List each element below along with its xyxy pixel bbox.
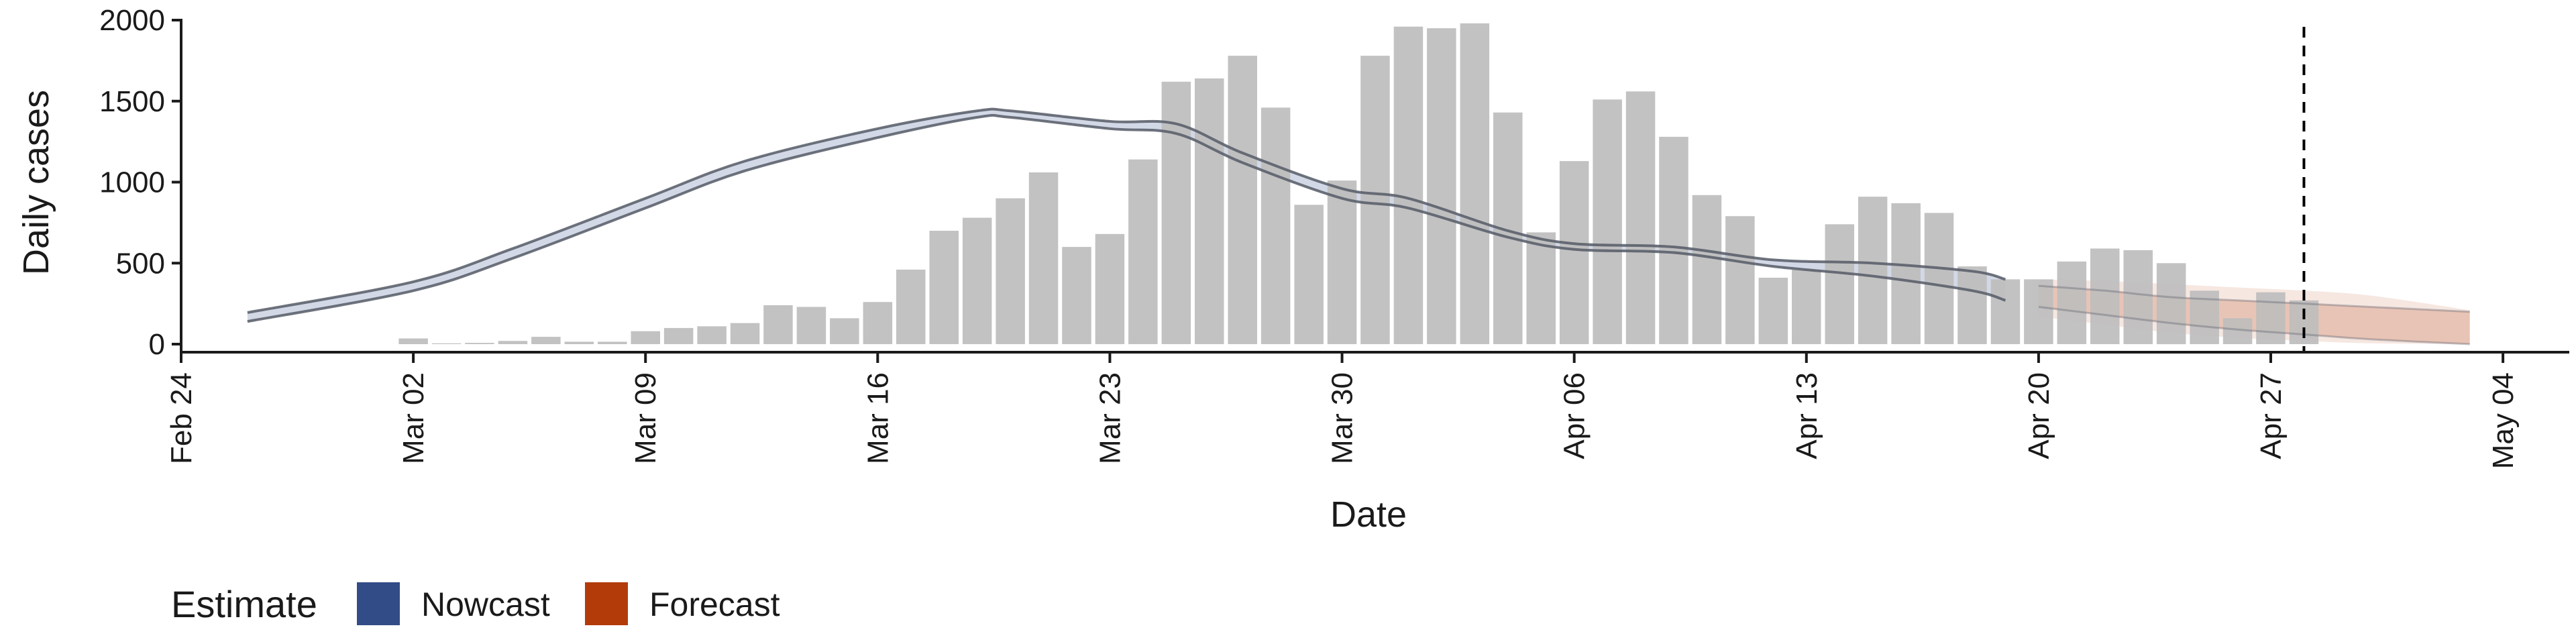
bar-2020-03-13	[763, 305, 793, 344]
bar-2020-03-18	[929, 231, 959, 344]
daily-case-bars	[398, 23, 2319, 345]
bar-2020-04-06	[1559, 161, 1589, 344]
bar-2020-03-11	[697, 326, 727, 344]
x-tick-label-2020-03-02: Mar 02	[397, 372, 430, 464]
y-tick-label-1000: 1000	[99, 166, 165, 199]
bar-2020-04-11	[1725, 216, 1755, 344]
y-tick-label-2000: 2000	[99, 4, 165, 37]
bar-2020-03-03	[431, 343, 462, 344]
bar-2020-03-22	[1062, 247, 1091, 344]
bar-2020-03-10	[663, 327, 694, 344]
x-tick-label-2020-03-30: Mar 30	[1326, 372, 1359, 464]
bar-2020-03-12	[730, 323, 760, 344]
bar-2020-03-06	[531, 337, 561, 344]
bar-2020-03-09	[631, 331, 660, 344]
bar-2020-03-05	[498, 341, 528, 344]
x-tick-label-2020-04-27: Apr 27	[2255, 372, 2288, 460]
bar-2020-04-23	[2123, 250, 2153, 344]
bar-2020-03-07	[564, 341, 594, 344]
bar-2020-03-21	[1028, 172, 1059, 344]
legend-swatch-nowcast	[357, 582, 400, 625]
bar-2020-04-16	[1891, 203, 1921, 344]
x-tick-label-2020-02-24: Feb 24	[165, 372, 198, 464]
bar-2020-03-26	[1195, 78, 1224, 345]
bar-2020-04-19	[1990, 279, 2021, 344]
bar-2020-03-27	[1228, 56, 1257, 344]
bar-2020-04-20	[2024, 279, 2053, 344]
nowcast-line-lower	[247, 113, 2006, 323]
forecast-line-lower	[2038, 305, 2470, 345]
bar-2020-04-26	[2222, 318, 2253, 344]
x-tick-label-2020-03-16: Mar 16	[861, 372, 894, 464]
axes: 0 500 1000 1500 2000 Feb 24 Mar 02 Mar 09 Mar 16…	[99, 4, 2569, 469]
bar-2020-04-24	[2156, 263, 2186, 345]
x-tick-label-2020-03-23: Mar 23	[1093, 372, 1126, 464]
bar-2020-04-22	[2090, 248, 2120, 344]
x-tick-label-2020-04-06: Apr 06	[1558, 372, 1591, 460]
bar-2020-04-02	[1427, 28, 1456, 344]
bar-2020-04-03	[1460, 23, 1490, 345]
bar-2020-04-08	[1625, 91, 1656, 345]
bar-2020-04-09	[1659, 136, 1688, 344]
x-axis-title: Date	[1330, 494, 1407, 535]
x-tick-label-2020-05-04: May 04	[2487, 372, 2520, 469]
bar-2020-04-21	[2057, 261, 2087, 344]
bar-2020-03-16	[863, 302, 893, 344]
bar-2020-04-01	[1393, 26, 1424, 344]
bar-2020-04-25	[2190, 290, 2219, 344]
estimate-lines	[247, 107, 2470, 345]
bar-2020-03-30	[1327, 180, 1357, 344]
bar-2020-03-20	[996, 198, 1025, 344]
bar-2020-04-14	[1825, 224, 1854, 344]
y-axis-title: Daily cases	[16, 90, 56, 275]
bar-2020-03-15	[830, 318, 859, 344]
nowcast-line-upper	[247, 107, 2006, 314]
y-tick-label-0: 0	[149, 328, 165, 361]
y-tick-label-500: 500	[116, 247, 165, 280]
bar-2020-03-04	[465, 343, 494, 344]
bar-2020-03-14	[796, 307, 826, 344]
forecast-line-upper	[2038, 284, 2470, 313]
legend: Estimate Nowcast Forecast	[171, 582, 780, 625]
legend-label-forecast: Forecast	[649, 586, 780, 623]
bar-2020-03-08	[598, 341, 627, 344]
legend-title: Estimate	[171, 583, 317, 625]
bar-2020-04-17	[1924, 213, 1954, 344]
bar-2020-03-19	[962, 217, 992, 344]
bar-2020-04-27	[2256, 292, 2286, 344]
bar-2020-03-31	[1360, 56, 1390, 344]
bar-2020-04-15	[1858, 197, 1888, 344]
bar-2020-03-17	[896, 269, 926, 344]
bar-2020-04-07	[1593, 99, 1622, 345]
x-tick-label-2020-04-20: Apr 20	[2023, 372, 2055, 460]
x-tick-label-2020-04-13: Apr 13	[1790, 372, 1823, 460]
y-tick-label-1500: 1500	[99, 85, 165, 118]
bar-2020-04-13	[1792, 269, 1821, 344]
legend-swatch-forecast	[585, 582, 628, 625]
bar-2020-03-23	[1095, 233, 1125, 344]
bar-2020-04-10	[1692, 195, 1722, 344]
x-tick-label-2020-03-09: Mar 09	[629, 372, 662, 464]
bar-2020-04-18	[1957, 266, 1987, 344]
bar-2020-04-12	[1758, 278, 1788, 344]
bar-2020-03-28	[1260, 107, 1291, 344]
bar-2020-03-24	[1128, 159, 1158, 344]
bar-2020-03-02	[398, 338, 428, 344]
bar-2020-03-29	[1294, 205, 1324, 344]
bar-2020-04-05	[1526, 232, 1556, 344]
legend-label-nowcast: Nowcast	[421, 586, 550, 623]
